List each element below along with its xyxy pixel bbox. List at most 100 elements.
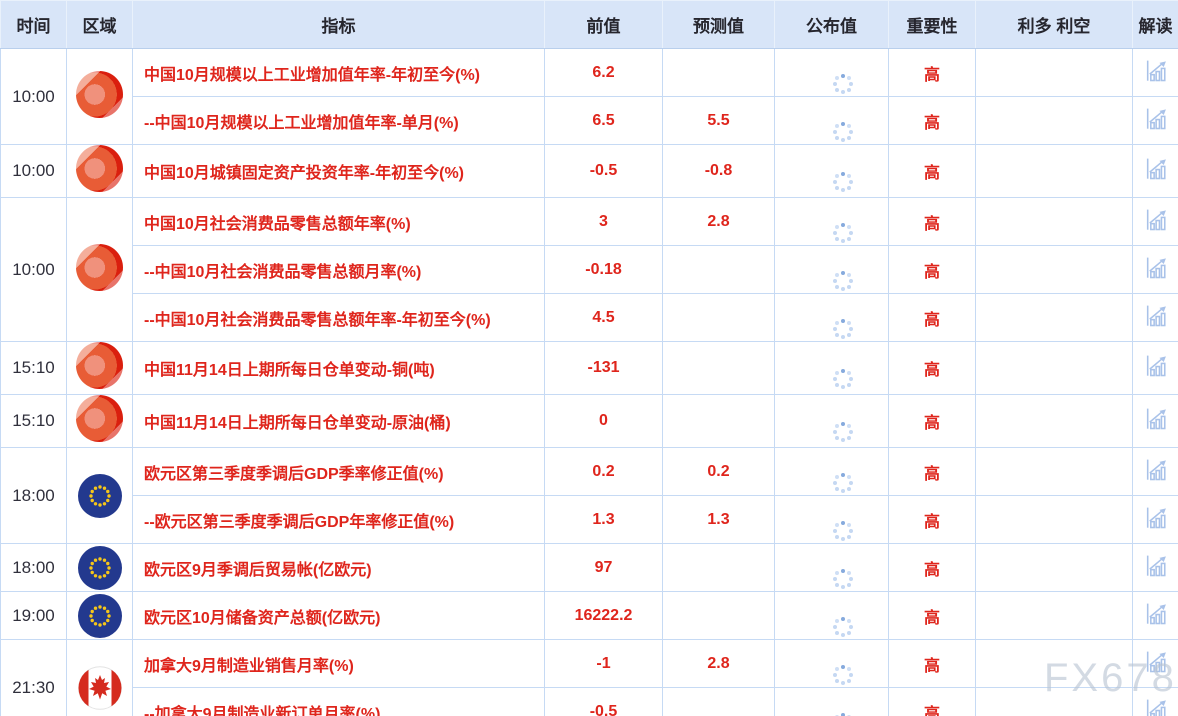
interpretation-button[interactable] xyxy=(1143,58,1169,84)
importance-cell: 高 xyxy=(888,543,976,592)
indicator-cell[interactable]: 中国10月社会消费品零售总额年率(%) xyxy=(132,197,545,246)
interpretation-cell[interactable] xyxy=(1132,543,1178,592)
published-value-cell xyxy=(774,96,889,145)
interpretation-button[interactable] xyxy=(1143,553,1169,579)
time-cell: 10:00 xyxy=(0,197,67,342)
published-value-cell xyxy=(774,293,889,342)
previous-value-cell: 16222.2 xyxy=(544,591,663,640)
previous-value-cell: -0.5 xyxy=(544,687,663,716)
published-value-cell xyxy=(774,687,889,716)
region-cell xyxy=(66,197,133,342)
interpretation-button[interactable] xyxy=(1143,505,1169,531)
interpretation-cell[interactable] xyxy=(1132,639,1178,688)
indicator-cell[interactable]: 欧元区第三季度季调后GDP季率修正值(%) xyxy=(132,447,545,496)
interpretation-chart-icon xyxy=(1146,507,1166,528)
bullish-bearish-cell xyxy=(975,687,1133,716)
importance-cell: 高 xyxy=(888,639,976,688)
region-cell xyxy=(66,591,133,640)
interpretation-button[interactable] xyxy=(1143,457,1169,483)
published-value-cell xyxy=(774,495,889,544)
forecast-value-cell: 2.8 xyxy=(662,197,775,246)
interpretation-button[interactable] xyxy=(1143,601,1169,627)
indicator-cell[interactable]: 欧元区10月储备资产总额(亿欧元) xyxy=(132,591,545,640)
indicator-cell[interactable]: 中国10月规模以上工业增加值年率-年初至今(%) xyxy=(132,48,545,97)
forecast-value-cell xyxy=(662,48,775,97)
interpretation-cell[interactable] xyxy=(1132,144,1178,198)
bullish-bearish-cell xyxy=(975,447,1133,496)
interpretation-cell[interactable] xyxy=(1132,394,1178,448)
previous-value-cell: 6.5 xyxy=(544,96,663,145)
china-flag-icon xyxy=(76,395,123,442)
previous-value-cell: 0.2 xyxy=(544,447,663,496)
indicator-cell[interactable]: --中国10月规模以上工业增加值年率-单月(%) xyxy=(132,96,545,145)
forecast-value-cell xyxy=(662,394,775,448)
bullish-bearish-cell xyxy=(975,543,1133,592)
time-cell: 10:00 xyxy=(0,48,67,145)
eu-flag-icon xyxy=(77,593,122,638)
interpretation-cell[interactable] xyxy=(1132,495,1178,544)
bullish-bearish-cell xyxy=(975,639,1133,688)
importance-cell: 高 xyxy=(888,144,976,198)
forecast-value-cell xyxy=(662,543,775,592)
published-value-cell xyxy=(774,543,889,592)
interpretation-cell[interactable] xyxy=(1132,341,1178,395)
published-value-cell xyxy=(774,48,889,97)
indicator-cell[interactable]: --欧元区第三季度季调后GDP年率修正值(%) xyxy=(132,495,545,544)
china-flag-icon xyxy=(76,342,123,389)
interpretation-cell[interactable] xyxy=(1132,293,1178,342)
interpretation-chart-icon xyxy=(1146,355,1166,377)
previous-value-cell: -0.5 xyxy=(544,144,663,198)
table-row: --加拿大9月制造业新订单月率(%) -0.5 高 xyxy=(1,687,1178,716)
interpretation-button[interactable] xyxy=(1143,406,1169,432)
col-header-bias: 利多 利空 xyxy=(975,0,1133,49)
table-header: 时间 区域 指标 前值 预测值 公布值 重要性 利多 利空 解读 xyxy=(0,0,1178,49)
time-cell: 21:30 xyxy=(0,639,67,716)
bullish-bearish-cell xyxy=(975,48,1133,97)
importance-cell: 高 xyxy=(888,495,976,544)
interpretation-button[interactable] xyxy=(1143,207,1169,233)
interpretation-button[interactable] xyxy=(1143,106,1169,132)
previous-value-cell: 0 xyxy=(544,394,663,448)
bullish-bearish-cell xyxy=(975,495,1133,544)
interpretation-button[interactable] xyxy=(1143,649,1169,675)
interpretation-button[interactable] xyxy=(1143,255,1169,281)
published-value-cell xyxy=(774,591,889,640)
interpretation-cell[interactable] xyxy=(1132,687,1178,716)
importance-cell: 高 xyxy=(888,96,976,145)
interpretation-cell[interactable] xyxy=(1132,96,1178,145)
interpretation-cell[interactable] xyxy=(1132,197,1178,246)
forecast-value-cell: 2.8 xyxy=(662,639,775,688)
indicator-cell[interactable]: --加拿大9月制造业新订单月率(%) xyxy=(132,687,545,716)
importance-cell: 高 xyxy=(888,447,976,496)
indicator-cell[interactable]: --中国10月社会消费品零售总额月率(%) xyxy=(132,245,545,294)
eu-flag-icon xyxy=(77,473,122,518)
table-row: 10:00 中国10月城镇固定资产投资年率-年初至今(%) -0.5 -0.8 高 xyxy=(0,144,1178,198)
interpretation-cell[interactable] xyxy=(1132,48,1178,97)
importance-cell: 高 xyxy=(888,245,976,294)
published-value-cell xyxy=(774,447,889,496)
indicator-cell[interactable]: 中国11月14日上期所每日仓单变动-原油(桶) xyxy=(132,394,545,448)
indicator-cell[interactable]: --中国10月社会消费品零售总额年率-年初至今(%) xyxy=(132,293,545,342)
importance-cell: 高 xyxy=(888,394,976,448)
previous-value-cell: -0.18 xyxy=(544,245,663,294)
indicator-cell[interactable]: 加拿大9月制造业销售月率(%) xyxy=(132,639,545,688)
published-value-cell xyxy=(774,197,889,246)
time-cell: 10:00 xyxy=(0,144,67,198)
indicator-cell[interactable]: 中国11月14日上期所每日仓单变动-铜(吨) xyxy=(132,341,545,395)
indicator-cell[interactable]: 欧元区9月季调后贸易帐(亿欧元) xyxy=(132,543,545,592)
published-value-cell xyxy=(774,639,889,688)
interpretation-button[interactable] xyxy=(1143,697,1169,716)
interpretation-cell[interactable] xyxy=(1132,245,1178,294)
interpretation-chart-icon xyxy=(1146,305,1166,326)
table-row: --中国10月社会消费品零售总额月率(%) -0.18 高 xyxy=(1,245,1178,294)
previous-value-cell: 3 xyxy=(544,197,663,246)
interpretation-button[interactable] xyxy=(1143,156,1169,182)
indicator-cell[interactable]: 中国10月城镇固定资产投资年率-年初至今(%) xyxy=(132,144,545,198)
published-value-cell xyxy=(774,341,889,395)
interpretation-chart-icon xyxy=(1146,408,1166,430)
interpretation-button[interactable] xyxy=(1143,353,1169,379)
interpretation-cell[interactable] xyxy=(1132,447,1178,496)
interpretation-cell[interactable] xyxy=(1132,591,1178,640)
interpretation-button[interactable] xyxy=(1143,303,1169,329)
